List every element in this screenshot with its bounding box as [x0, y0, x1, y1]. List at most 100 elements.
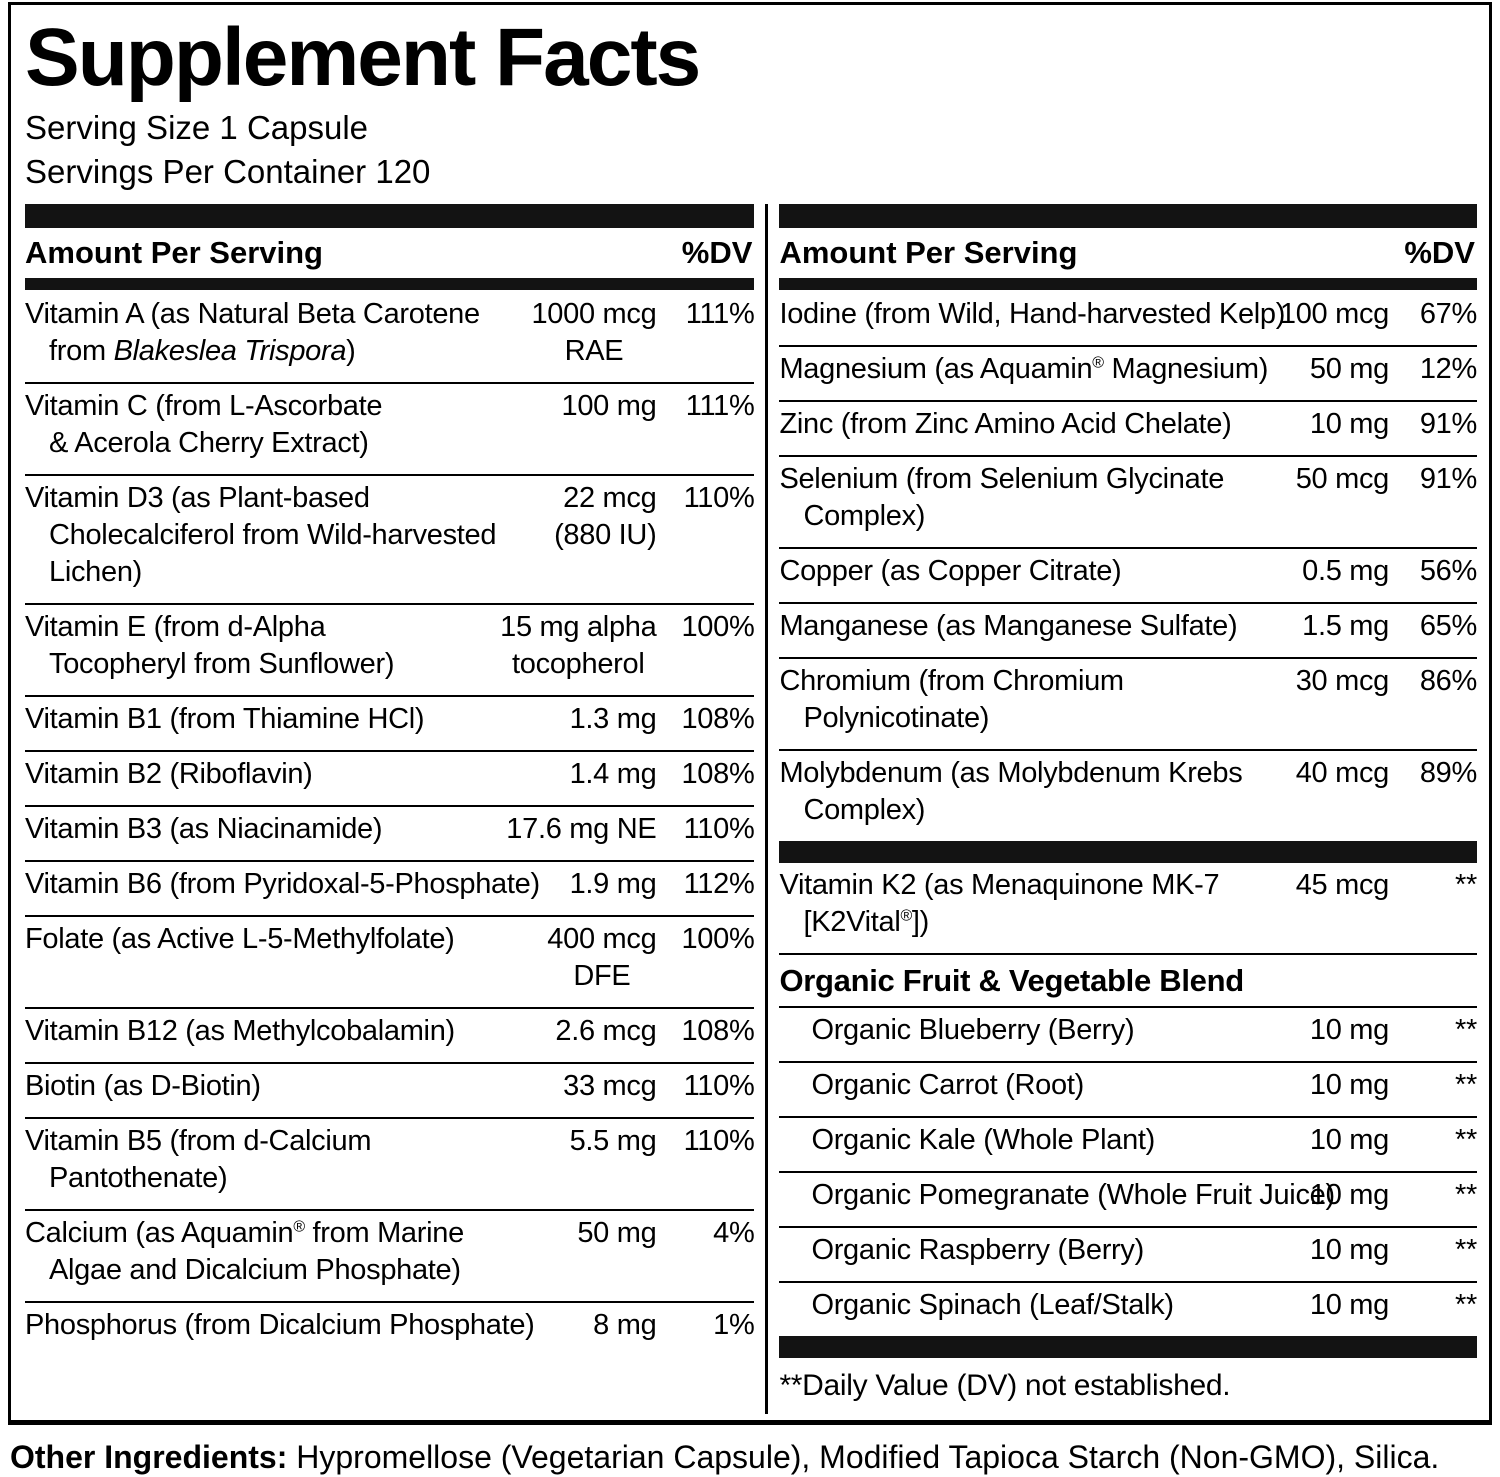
- nutrient-dv: 4%: [713, 1217, 755, 1250]
- dv-footnote: **Daily Value (DV) not established.: [779, 1369, 1231, 1403]
- nutrient-dv: **: [1455, 1069, 1477, 1102]
- nutrient-name: Copper (as Copper Citrate): [779, 555, 1122, 588]
- other-ingredients-text: Hypromellose (Vegetarian Capsule), Modif…: [287, 1439, 1440, 1476]
- supplement-facts-label: Supplement Facts Serving Size 1 Capsule …: [8, 2, 1492, 1426]
- left-column: Amount Per Serving %DV Vitamin A (as Nat…: [25, 204, 755, 1414]
- nutrient-dv: 89%: [1419, 757, 1477, 790]
- nutrient-name: Vitamin K2 (as Menaquinone MK-7 [K2Vital®…: [779, 869, 1220, 939]
- nutrient-name: Magnesium (as Aquamin® Magnesium): [779, 353, 1269, 386]
- right-column: Amount Per Serving %DV Iodine (from Wild…: [779, 204, 1477, 1414]
- nutrient-amount: 0.5 mg: [1302, 555, 1389, 588]
- nutrient-name: Vitamin D3 (as Plant-based Cholecalcifero…: [25, 482, 497, 589]
- nutrient-name: Vitamin C (from L-Ascorbate & Acerola Che…: [25, 390, 383, 460]
- nutrient-name: Selenium (from Selenium Glycinate Complex…: [779, 463, 1225, 533]
- nutrient-row: Organic Raspberry (Berry) 10 mg **: [779, 1226, 1477, 1281]
- nutrient-row: Iodine (from Wild, Hand-harvested Kelp) 1…: [779, 292, 1477, 345]
- nutrient-amount: 40 mcg: [1295, 757, 1390, 790]
- nutrient-dv: 67%: [1419, 298, 1477, 331]
- nutrient-name: Biotin (as D-Biotin): [25, 1070, 261, 1103]
- nutrient-dv: 110%: [683, 813, 755, 846]
- nutrient-row: Manganese (as Manganese Sulfate) 1.5 mg 65…: [779, 602, 1477, 657]
- nutrient-dv: 110%: [683, 1125, 755, 1158]
- nutrient-row: Vitamin B3 (as Niacinamide) 17.6 mg NE 110…: [25, 805, 755, 860]
- nutrient-row: Organic Spinach (Leaf/Stalk) 10 mg **: [779, 1281, 1477, 1336]
- nutrient-amount: 50 mcg: [1295, 463, 1390, 496]
- nutrient-dv: 91%: [1419, 408, 1477, 441]
- nutrient-row: Magnesium (as Aquamin® Magnesium) 50 mg 12…: [779, 345, 1477, 400]
- nutrient-dv: 111%: [685, 390, 755, 423]
- nutrient-dv: **: [1455, 1014, 1477, 1047]
- nutrient-name: Vitamin B12 (as Methylcobalamin): [25, 1015, 455, 1048]
- nutrient-dv: 108%: [681, 758, 755, 791]
- nutrient-amount: 1.5 mg: [1302, 610, 1389, 643]
- amount-per-serving-label: Amount Per Serving: [779, 235, 1078, 271]
- nutrient-dv: 108%: [681, 703, 755, 736]
- nutrient-amount: 30 mcg: [1295, 665, 1390, 698]
- nutrient-name: Organic Blueberry (Berry): [811, 1014, 1135, 1047]
- separator-bar: [779, 841, 1477, 864]
- nutrient-dv: 12%: [1419, 353, 1477, 386]
- page-title: Supplement Facts: [25, 12, 701, 103]
- nutrient-row: Vitamin B2 (Riboflavin) 1.4 mg 108%: [25, 750, 755, 805]
- nutrient-row: Organic Pomegranate (Whole Fruit Juice) 1…: [779, 1171, 1477, 1226]
- nutrient-name: Molybdenum (as Molybdenum Krebs Complex): [779, 757, 1243, 827]
- nutrient-row: Chromium (from Chromium Polynicotinate) 30…: [779, 657, 1477, 749]
- nutrient-amount: 10 mg: [1309, 408, 1389, 441]
- nutrient-amount: 1000 mcg RAE: [531, 298, 657, 368]
- nutrient-row: Vitamin A (as Natural Beta Carotene from …: [25, 292, 755, 382]
- nutrient-row: Folate (as Active L-5-Methylfolate) 400 m…: [25, 915, 755, 1007]
- other-ingredients: Other Ingredients: Hypromellose (Vegetar…: [10, 1437, 1496, 1477]
- nutrient-name: Chromium (from Chromium Polynicotinate): [779, 665, 1124, 735]
- blend-section-header: Organic Fruit & Vegetable Blend: [779, 953, 1477, 1006]
- nutrient-amount: 400 mcg DFE: [547, 923, 657, 993]
- nutrient-name: Iodine (from Wild, Hand-harvested Kelp): [779, 298, 1286, 331]
- nutrient-amount: 2.6 mcg: [555, 1015, 657, 1048]
- nutrient-row: Vitamin C (from L-Ascorbate & Acerola Che…: [25, 382, 755, 474]
- nutrient-amount: 100 mg: [561, 390, 657, 423]
- nutrient-dv: 112%: [683, 868, 755, 901]
- nutrient-amount: 45 mcg: [1295, 869, 1390, 902]
- nutrient-dv: 108%: [681, 1015, 755, 1048]
- nutrient-row: Organic Blueberry (Berry) 10 mg **: [779, 1006, 1477, 1061]
- right-column-header: Amount Per Serving %DV: [779, 228, 1477, 278]
- nutrient-name: Organic Carrot (Root): [811, 1069, 1084, 1102]
- nutrient-name: Organic Kale (Whole Plant): [811, 1124, 1156, 1157]
- nutrient-amount: 1.9 mg: [569, 868, 657, 901]
- separator-bar: [25, 204, 755, 229]
- nutrient-dv: **: [1455, 1124, 1477, 1157]
- servings-per-container: Servings Per Container 120: [25, 153, 431, 191]
- nutrient-dv: **: [1455, 1289, 1477, 1322]
- separator-bar: [25, 278, 755, 291]
- nutrient-row: Calcium (as Aquamin® from Marine Algae an…: [25, 1209, 755, 1301]
- nutrient-dv: 1%: [713, 1309, 755, 1342]
- nutrient-amount: 10 mg: [1309, 1234, 1389, 1267]
- nutrient-amount: 15 mg alpha tocopherol: [500, 611, 657, 681]
- nutrient-amount: 33 mcg: [563, 1070, 657, 1103]
- nutrient-amount: 1.4 mg: [569, 758, 657, 791]
- nutrient-row: Copper (as Copper Citrate) 0.5 mg 56%: [779, 547, 1477, 602]
- nutrient-row: Vitamin B1 (from Thiamine HCl) 1.3 mg 108%: [25, 695, 755, 750]
- nutrient-row: Vitamin K2 (as Menaquinone MK-7 [K2Vital®…: [779, 863, 1477, 953]
- nutrient-amount: 10 mg: [1309, 1289, 1389, 1322]
- facts-table: Amount Per Serving %DV Vitamin A (as Nat…: [25, 204, 1477, 1415]
- nutrient-amount: 50 mg: [577, 1217, 657, 1250]
- nutrient-amount: 10 mg: [1309, 1069, 1389, 1102]
- nutrient-amount: 8 mg: [593, 1309, 657, 1342]
- nutrient-dv: 110%: [683, 482, 755, 515]
- nutrient-row: Molybdenum (as Molybdenum Krebs Complex) 4…: [779, 749, 1477, 841]
- nutrient-name: Vitamin B5 (from d-Calcium Pantothenate): [25, 1125, 372, 1195]
- nutrient-name: Vitamin E (from d-Alpha Tocopheryl from S…: [25, 611, 395, 681]
- nutrient-dv: 100%: [681, 611, 755, 644]
- nutrient-dv: **: [1455, 869, 1477, 902]
- left-rows: Vitamin A (as Natural Beta Carotene from …: [25, 292, 755, 1356]
- separator-bar: [779, 204, 1477, 229]
- nutrient-dv: 65%: [1419, 610, 1477, 643]
- nutrient-row: Zinc (from Zinc Amino Acid Chelate) 10 mg…: [779, 400, 1477, 455]
- nutrient-name: Folate (as Active L-5-Methylfolate): [25, 923, 455, 956]
- nutrient-row: Organic Carrot (Root) 10 mg **: [779, 1061, 1477, 1116]
- nutrient-dv: 86%: [1419, 665, 1477, 698]
- nutrient-name: Vitamin B3 (as Niacinamide): [25, 813, 383, 846]
- nutrient-dv: 110%: [683, 1070, 755, 1103]
- separator-bar: [779, 1336, 1477, 1359]
- nutrient-row: Vitamin B5 (from d-Calcium Pantothenate) 5…: [25, 1117, 755, 1209]
